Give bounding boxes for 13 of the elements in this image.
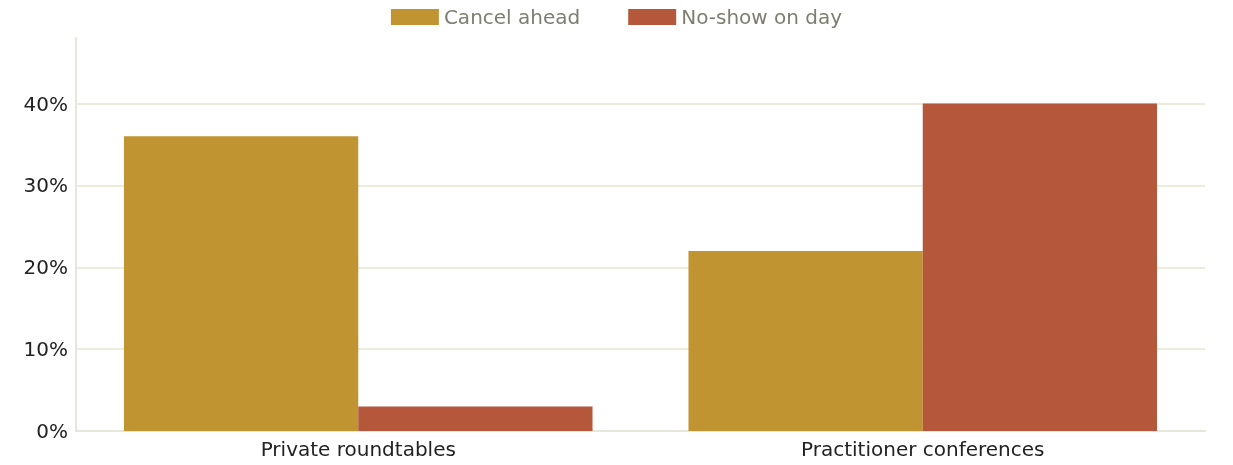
y-tick-label: 40% <box>23 91 68 116</box>
bar <box>688 250 923 431</box>
bar <box>922 103 1158 431</box>
x-tick-label: Private roundtables <box>260 437 456 461</box>
y-tick-label: 20% <box>23 255 68 280</box>
legend-label: Cancel ahead <box>443 5 581 29</box>
y-tick-label: 30% <box>23 173 68 198</box>
legend-label: No-show on day <box>681 5 843 29</box>
bar <box>123 136 359 431</box>
y-tick-label: 10% <box>23 337 68 362</box>
x-tick-label: Practitioner conferences <box>800 437 1045 461</box>
bar <box>358 406 593 431</box>
y-tick-label: 0% <box>36 419 68 443</box>
